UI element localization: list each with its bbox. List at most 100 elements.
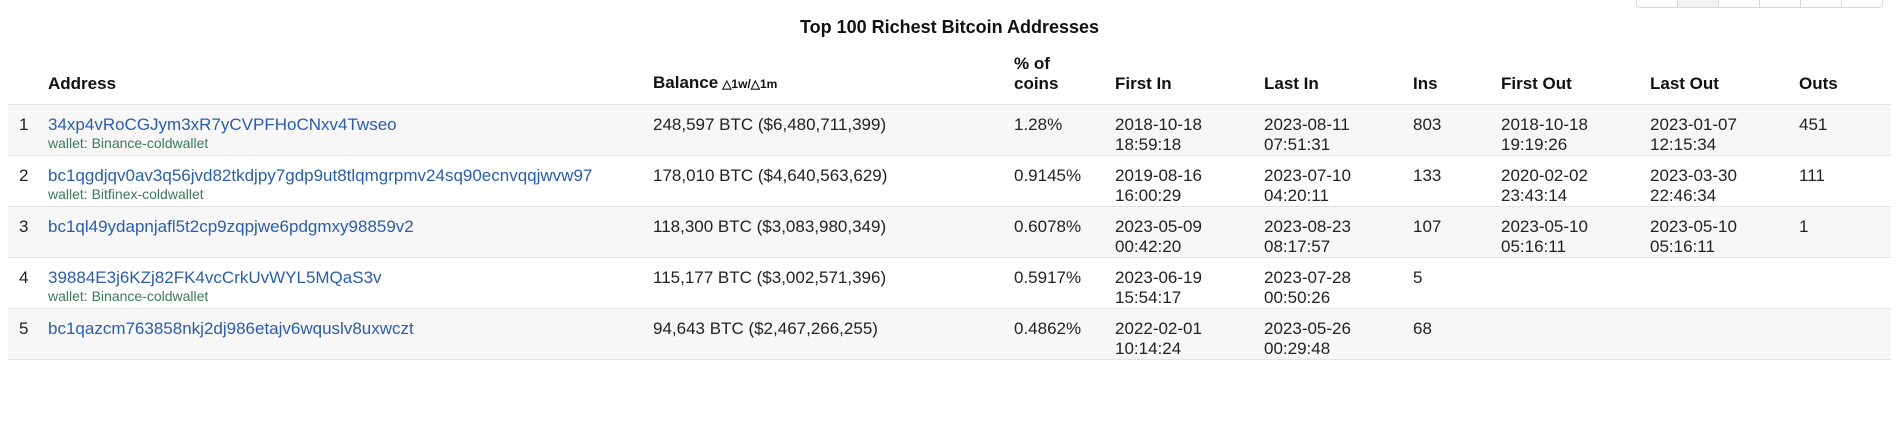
last-in-time: 00:50:26 — [1264, 288, 1331, 307]
ins-cell: 5 — [1413, 257, 1501, 309]
outs-cell — [1799, 308, 1891, 360]
balance-cell: 178,010 BTC ($4,640,563,629) — [653, 155, 1014, 207]
column-header-pct-coins[interactable]: % of coins — [1014, 54, 1115, 105]
address-link[interactable]: 39884E3j6KZj82FK4vcCrkUvWYL5MQaS3v — [48, 268, 382, 287]
column-header-first-in-label: First In — [1115, 74, 1172, 93]
first-out-date: 2018-10-18 — [1501, 115, 1588, 134]
address-cell: 34xp4vRoCGJym3xR7yCVPFHoCNxv4Twseo walle… — [48, 104, 653, 156]
balance-cell: 94,643 BTC ($2,467,266,255) — [653, 308, 1014, 360]
wallet-link[interactable]: Binance-coldwallet — [91, 135, 209, 151]
outs-cell — [1799, 257, 1891, 309]
last-out-cell: 2023-03-30 22:46:34 — [1650, 155, 1799, 207]
last-in-cell: 2023-05-26 00:29:48 — [1264, 308, 1413, 360]
column-header-first-in[interactable]: First In — [1115, 54, 1264, 105]
pct-coins-cell: 0.5917% — [1014, 257, 1115, 309]
wallet-prefix: wallet: — [48, 186, 92, 202]
column-header-outs[interactable]: Outs — [1799, 54, 1891, 105]
last-out-date: 2023-05-10 — [1650, 217, 1737, 236]
pagination-button[interactable] — [1636, 0, 1678, 8]
balance-cell: 115,177 BTC ($3,002,571,396) — [653, 257, 1014, 309]
first-out-time: 05:16:11 — [1501, 237, 1566, 256]
last-out-cell — [1650, 308, 1799, 360]
last-out-cell: 2023-01-07 12:15:34 — [1650, 104, 1799, 156]
wallet-link[interactable]: Bitfinex-coldwallet — [91, 186, 204, 202]
ins-cell: 803 — [1413, 104, 1501, 156]
last-in-time: 08:17:57 — [1264, 237, 1331, 256]
ins-cell: 68 — [1413, 308, 1501, 360]
balance-cell: 248,597 BTC ($6,480,711,399) — [653, 104, 1014, 156]
richest-addresses-table: Address Balance △1w/△1m % of coins First I… — [8, 54, 1891, 360]
column-header-balance[interactable]: Balance △1w/△1m — [653, 54, 1014, 105]
address-cell: bc1qgdjqv0av3q56jvd82tkdjpy7gdp9ut8tlqmg… — [48, 155, 653, 207]
table-row: 2 bc1qgdjqv0av3q56jvd82tkdjpy7gdp9ut8tlq… — [8, 155, 1891, 207]
last-in-cell: 2023-07-10 04:20:11 — [1264, 155, 1413, 207]
column-header-rank — [8, 54, 48, 105]
column-header-last-out[interactable]: Last Out — [1650, 54, 1799, 105]
column-header-address-label: Address — [48, 74, 117, 93]
outs-cell: 451 — [1799, 104, 1891, 156]
last-out-date: 2023-01-07 — [1650, 115, 1737, 134]
last-out-time: 05:16:11 — [1650, 237, 1715, 256]
first-out-cell — [1501, 257, 1650, 309]
last-out-time: 22:46:34 — [1650, 186, 1717, 205]
pagination-button[interactable] — [1842, 0, 1883, 8]
first-in-time: 00:42:20 — [1115, 237, 1182, 256]
balance-delta-toggle[interactable]: △1w/△1m — [722, 77, 778, 91]
balance-cell: 118,300 BTC ($3,083,980,349) — [653, 206, 1014, 258]
first-in-date: 2023-06-19 — [1115, 268, 1202, 287]
address-link[interactable]: bc1qgdjqv0av3q56jvd82tkdjpy7gdp9ut8tlqmg… — [48, 166, 593, 185]
first-in-cell: 2022-02-01 10:14:24 — [1115, 308, 1264, 360]
last-in-cell: 2023-08-23 08:17:57 — [1264, 206, 1413, 258]
first-in-cell: 2018-10-18 18:59:18 — [1115, 104, 1264, 156]
first-in-date: 2023-05-09 — [1115, 217, 1202, 236]
first-in-date: 2019-08-16 — [1115, 166, 1202, 185]
column-header-last-out-label: Last Out — [1650, 74, 1719, 93]
wallet-label: wallet: Bitfinex-coldwallet — [48, 186, 653, 202]
first-in-time: 10:14:24 — [1115, 339, 1182, 358]
pagination-button[interactable] — [1760, 0, 1801, 8]
wallet-prefix: wallet: — [48, 135, 92, 151]
pagination-button[interactable] — [1719, 0, 1760, 8]
first-out-cell: 2018-10-18 19:19:26 — [1501, 104, 1650, 156]
wallet-prefix: wallet: — [48, 288, 92, 304]
pct-coins-cell: 0.6078% — [1014, 206, 1115, 258]
address-cell: 39884E3j6KZj82FK4vcCrkUvWYL5MQaS3v walle… — [48, 257, 653, 309]
rank-cell: 1 — [8, 104, 48, 156]
column-header-first-out[interactable]: First Out — [1501, 54, 1650, 105]
table-header-row: Address Balance △1w/△1m % of coins First I… — [8, 54, 1891, 105]
last-out-cell — [1650, 257, 1799, 309]
address-link[interactable]: 34xp4vRoCGJym3xR7yCVPFHoCNxv4Twseo — [48, 115, 397, 134]
wallet-label: wallet: Binance-coldwallet — [48, 288, 653, 304]
table-row: 4 39884E3j6KZj82FK4vcCrkUvWYL5MQaS3v wal… — [8, 257, 1891, 309]
first-out-cell: 2020-02-02 23:43:14 — [1501, 155, 1650, 207]
last-in-time: 00:29:48 — [1264, 339, 1331, 358]
first-in-time: 15:54:17 — [1115, 288, 1182, 307]
address-link[interactable]: bc1ql49ydapnjafl5t2cp9zqpjwe6pdgmxy98859… — [48, 217, 414, 236]
table-row: 3 bc1ql49ydapnjafl5t2cp9zqpjwe6pdgmxy988… — [8, 206, 1891, 258]
first-out-time: 19:19:26 — [1501, 135, 1568, 154]
pagination-button[interactable] — [1801, 0, 1842, 8]
wallet-link[interactable]: Binance-coldwallet — [91, 288, 209, 304]
column-header-balance-label: Balance — [653, 73, 719, 92]
column-header-address[interactable]: Address — [48, 54, 653, 105]
last-in-date: 2023-05-26 — [1264, 319, 1351, 338]
pct-coins-cell: 1.28% — [1014, 104, 1115, 156]
address-cell: bc1qazcm763858nkj2dj986etajv6wquslv8uxwc… — [48, 308, 653, 360]
ins-cell: 133 — [1413, 155, 1501, 207]
first-in-date: 2018-10-18 — [1115, 115, 1202, 134]
ins-cell: 107 — [1413, 206, 1501, 258]
last-in-date: 2023-07-10 — [1264, 166, 1351, 185]
rank-cell: 3 — [8, 206, 48, 258]
column-header-pct-line2: coins — [1014, 74, 1059, 93]
column-header-ins[interactable]: Ins — [1413, 54, 1501, 105]
pagination-button-active[interactable] — [1678, 0, 1719, 8]
pct-coins-cell: 0.9145% — [1014, 155, 1115, 207]
outs-cell: 1 — [1799, 206, 1891, 258]
last-in-date: 2023-07-28 — [1264, 268, 1351, 287]
first-out-cell — [1501, 308, 1650, 360]
first-in-cell: 2023-05-09 00:42:20 — [1115, 206, 1264, 258]
address-link[interactable]: bc1qazcm763858nkj2dj986etajv6wquslv8uxwc… — [48, 319, 414, 338]
first-in-cell: 2019-08-16 16:00:29 — [1115, 155, 1264, 207]
column-header-last-in[interactable]: Last In — [1264, 54, 1413, 105]
rank-cell: 2 — [8, 155, 48, 207]
